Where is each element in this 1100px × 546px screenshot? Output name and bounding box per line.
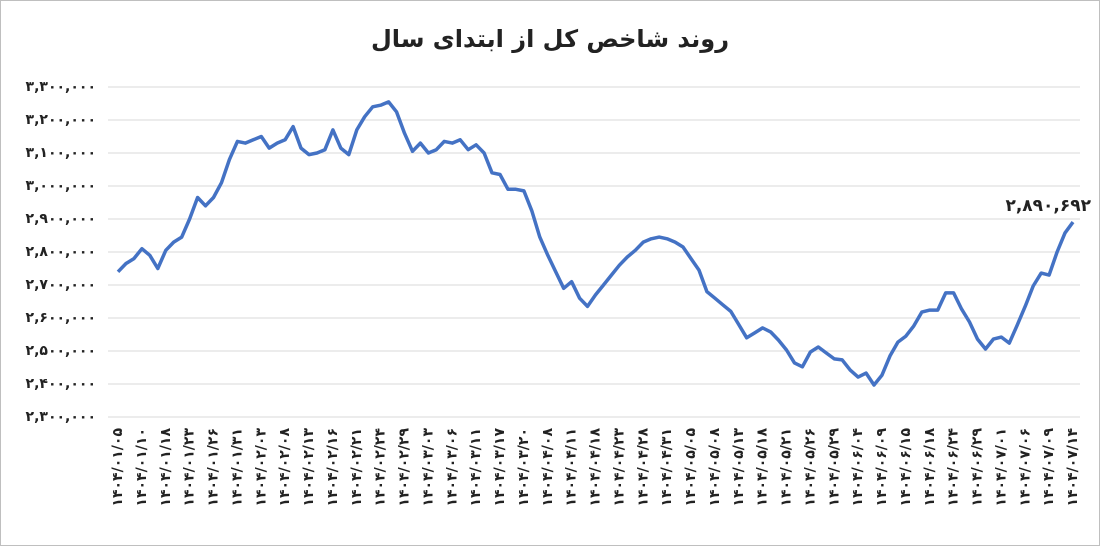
x-tick-label: ۱۴۰۴/۰۱/۱۰ — [134, 428, 150, 507]
x-tick-label: ۱۴۰۴/۰۲/۱۳ — [301, 428, 317, 507]
x-tick-label: ۱۴۰۴/۰۴/۰۸ — [540, 428, 556, 507]
x-tick-label: ۱۴۰۴/۰۳/۰۶ — [444, 428, 460, 507]
x-tick-label: ۱۴۰۴/۰۶/۲۴ — [946, 428, 962, 507]
y-tick-label: ۲,۳۰۰,۰۰۰ — [26, 409, 96, 425]
x-tick-label: ۱۴۰۴/۰۲/۰۸ — [277, 428, 293, 507]
x-tick-label: ۱۴۰۴/۰۶/۱۵ — [898, 428, 914, 507]
y-tick-label: ۳,۲۰۰,۰۰۰ — [26, 112, 96, 128]
y-tick-label: ۳,۱۰۰,۰۰۰ — [26, 145, 96, 161]
x-tick-label: ۱۴۰۴/۰۷/۰۱ — [993, 428, 1009, 507]
x-tick-label: ۱۴۰۴/۰۴/۲۳ — [611, 428, 627, 507]
x-tick-label: ۱۴۰۴/۰۲/۱۶ — [325, 428, 341, 507]
y-tick-label: ۲,۸۰۰,۰۰۰ — [26, 244, 96, 260]
chart-title: روند شاخص کل از ابتدای سال — [371, 25, 729, 53]
x-tick-label: ۱۴۰۴/۰۵/۲۹ — [826, 428, 842, 507]
x-tick-label: ۱۴۰۴/۰۴/۲۸ — [635, 428, 651, 507]
x-tick-label: ۱۴۰۴/۰۱/۳۱ — [229, 428, 245, 507]
y-tick-label: ۲,۹۰۰,۰۰۰ — [26, 211, 96, 227]
x-tick-label: ۱۴۰۴/۰۵/۲۶ — [802, 428, 818, 507]
x-tick-label: ۱۴۰۴/۰۵/۱۸ — [755, 428, 771, 507]
x-tick-label: ۱۴۰۴/۰۳/۱۱ — [468, 428, 484, 507]
x-tick-label: ۱۴۰۴/۰۷/۰۹ — [1041, 428, 1057, 507]
x-tick-label: ۱۴۰۴/۰۴/۳۱ — [659, 428, 675, 507]
x-tick-label: ۱۴۰۴/۰۱/۰۵ — [110, 428, 126, 507]
x-tick-label: ۱۴۰۴/۰۶/۰۴ — [850, 428, 866, 507]
x-tick-label: ۱۴۰۴/۰۳/۲۰ — [516, 428, 532, 507]
x-tick-label: ۱۴۰۴/۰۵/۰۵ — [683, 428, 699, 507]
y-tick-label: ۳,۰۰۰,۰۰۰ — [26, 178, 96, 194]
y-tick-label: ۲,۵۰۰,۰۰۰ — [26, 343, 96, 359]
data-label: ۲,۸۹۰,۶۹۲ — [1005, 196, 1091, 216]
x-tick-label: ۱۴۰۴/۰۵/۱۳ — [731, 428, 747, 507]
x-tick-label: ۱۴۰۴/۰۵/۲۱ — [779, 428, 795, 507]
x-tick-label: ۱۴۰۴/۰۲/۲۱ — [349, 428, 365, 507]
y-tick-label: ۲,۶۰۰,۰۰۰ — [26, 310, 96, 326]
x-tick-label: ۱۴۰۴/۰۴/۱۸ — [588, 428, 604, 507]
x-tick-label: ۱۴۰۴/۰۵/۰۸ — [707, 428, 723, 507]
x-tick-label: ۱۴۰۴/۰۱/۱۸ — [158, 428, 174, 507]
x-tick-label: ۱۴۰۴/۰۶/۲۹ — [970, 428, 986, 507]
y-tick-label: ۲,۴۰۰,۰۰۰ — [26, 376, 96, 392]
x-tick-label: ۱۴۰۴/۰۴/۱۱ — [564, 428, 580, 507]
x-tick-label: ۱۴۰۴/۰۶/۱۸ — [922, 428, 938, 507]
x-tick-label: ۱۴۰۴/۰۷/۱۴ — [1065, 428, 1081, 507]
line — [116, 100, 1075, 387]
y-tick-label: ۲,۷۰۰,۰۰۰ — [26, 277, 96, 293]
x-tick-label: ۱۴۰۴/۰۲/۲۹ — [397, 428, 413, 507]
x-tick-label: ۱۴۰۴/۰۶/۰۹ — [874, 428, 890, 507]
x-tick-label: ۱۴۰۴/۰۳/۰۳ — [420, 428, 436, 507]
y-tick-label: ۳,۳۰۰,۰۰۰ — [26, 79, 96, 95]
x-tick-label: ۱۴۰۴/۰۳/۱۷ — [492, 428, 508, 507]
x-tick-label: ۱۴۰۴/۰۱/۲۶ — [206, 428, 222, 507]
x-tick-label: ۱۴۰۴/۰۷/۰۶ — [1017, 428, 1033, 507]
x-tick-label: ۱۴۰۴/۰۲/۲۴ — [373, 428, 389, 507]
x-tick-label: ۱۴۰۴/۰۱/۲۳ — [182, 428, 198, 507]
x-tick-label: ۱۴۰۴/۰۲/۰۳ — [253, 428, 269, 507]
